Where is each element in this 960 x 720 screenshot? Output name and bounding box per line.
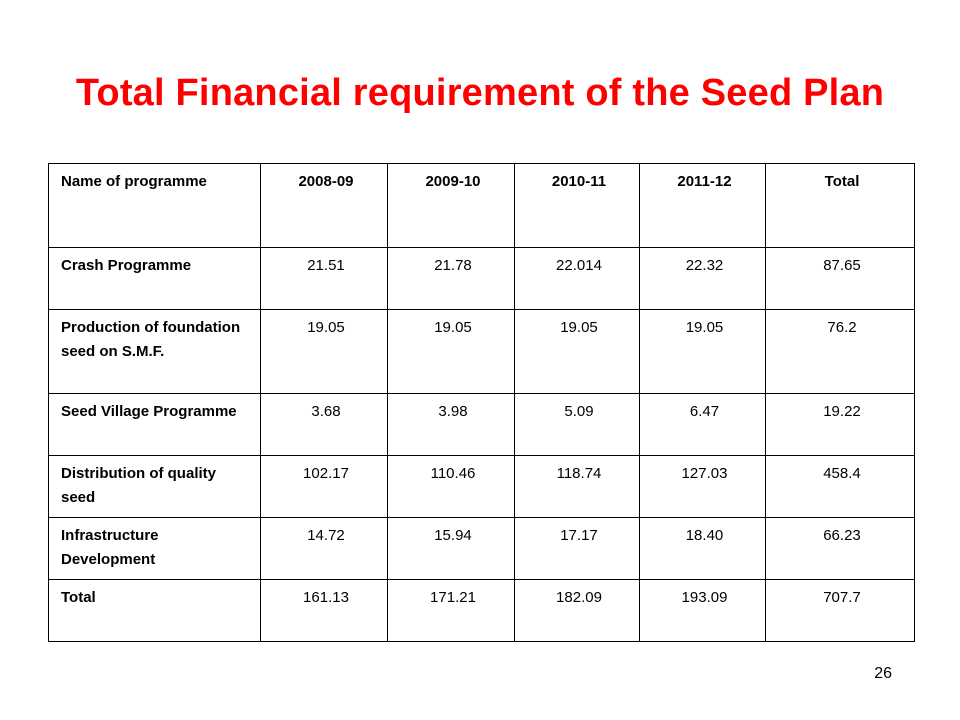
table-row: Production of foundation seed on S.M.F. … <box>48 309 915 394</box>
table-cell: 118.74 <box>514 455 640 518</box>
column-header-2009-10: 2009-10 <box>387 163 515 248</box>
table-cell: 110.46 <box>387 455 515 518</box>
table-cell: 18.40 <box>639 517 766 580</box>
column-header-total: Total <box>765 163 915 248</box>
table-cell: 66.23 <box>765 517 915 580</box>
table-cell: 19.05 <box>260 309 388 394</box>
table-cell: 19.05 <box>514 309 640 394</box>
table-cell: 22.32 <box>639 247 766 310</box>
table-cell: 17.17 <box>514 517 640 580</box>
table-cell: 707.7 <box>765 579 915 642</box>
table-cell: 15.94 <box>387 517 515 580</box>
table-cell: 5.09 <box>514 393 640 456</box>
slide-title: Total Financial requirement of the Seed … <box>75 72 885 114</box>
table-cell: 76.2 <box>765 309 915 394</box>
table-cell: 19.05 <box>639 309 766 394</box>
table-cell: 3.98 <box>387 393 515 456</box>
table-cell: 21.78 <box>387 247 515 310</box>
table-cell: 182.09 <box>514 579 640 642</box>
table-cell: 161.13 <box>260 579 388 642</box>
row-label: Seed Village Programme <box>48 393 261 456</box>
table-cell: 19.22 <box>765 393 915 456</box>
column-header-2010-11: 2010-11 <box>514 163 640 248</box>
table-cell: 21.51 <box>260 247 388 310</box>
column-header-2011-12: 2011-12 <box>639 163 766 248</box>
column-header-programme: Name of programme <box>48 163 261 248</box>
table-row: Distribution of quality seed 102.17 110.… <box>48 455 915 518</box>
page-number: 26 <box>874 665 892 682</box>
row-label: Total <box>48 579 261 642</box>
table-row: Crash Programme 21.51 21.78 22.014 22.32… <box>48 247 915 310</box>
table-cell: 14.72 <box>260 517 388 580</box>
table-cell: 171.21 <box>387 579 515 642</box>
row-label: Distribution of quality seed <box>48 455 261 518</box>
row-label: Infrastructure Development <box>48 517 261 580</box>
table-cell: 22.014 <box>514 247 640 310</box>
table-row: Seed Village Programme 3.68 3.98 5.09 6.… <box>48 393 915 456</box>
table-cell: 127.03 <box>639 455 766 518</box>
table-cell: 19.05 <box>387 309 515 394</box>
table-cell: 102.17 <box>260 455 388 518</box>
table-cell: 6.47 <box>639 393 766 456</box>
table-cell: 3.68 <box>260 393 388 456</box>
table-total-row: Total 161.13 171.21 182.09 193.09 707.7 <box>48 579 915 642</box>
table-cell: 87.65 <box>765 247 915 310</box>
row-label: Crash Programme <box>48 247 261 310</box>
table-cell: 458.4 <box>765 455 915 518</box>
financial-requirement-table: Name of programme 2008-09 2009-10 2010-1… <box>48 163 915 642</box>
row-label: Production of foundation seed on S.M.F. <box>48 309 261 394</box>
table-cell: 193.09 <box>639 579 766 642</box>
table-header-row: Name of programme 2008-09 2009-10 2010-1… <box>48 163 915 248</box>
column-header-2008-09: 2008-09 <box>260 163 388 248</box>
table-row: Infrastructure Development 14.72 15.94 1… <box>48 517 915 580</box>
